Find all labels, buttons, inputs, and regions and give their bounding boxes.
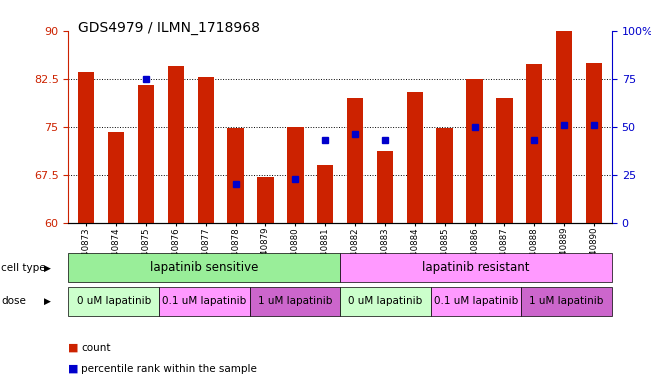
Bar: [347, 98, 363, 223]
Bar: [227, 128, 244, 223]
Bar: [407, 91, 423, 223]
Bar: [78, 72, 94, 223]
Bar: [257, 177, 273, 223]
Text: 0.1 uM lapatinib: 0.1 uM lapatinib: [162, 296, 246, 306]
Bar: [556, 0, 572, 223]
Text: 0.1 uM lapatinib: 0.1 uM lapatinib: [434, 296, 518, 306]
Text: 0 uM lapatinib: 0 uM lapatinib: [348, 296, 422, 306]
Text: ▶: ▶: [44, 263, 51, 273]
Bar: [317, 165, 333, 223]
Bar: [68, 287, 159, 316]
Bar: [377, 151, 393, 223]
Bar: [526, 64, 542, 223]
Text: cell type: cell type: [1, 263, 46, 273]
Bar: [340, 287, 431, 316]
Text: ■: ■: [68, 343, 79, 353]
Bar: [197, 77, 214, 223]
Bar: [340, 253, 612, 282]
Text: 1 uM lapatinib: 1 uM lapatinib: [258, 296, 332, 306]
Text: ▶: ▶: [44, 297, 51, 306]
Bar: [249, 287, 340, 316]
Bar: [68, 253, 340, 282]
Bar: [168, 66, 184, 223]
Text: ■: ■: [68, 364, 79, 374]
Bar: [466, 79, 483, 223]
Text: GDS4979 / ILMN_1718968: GDS4979 / ILMN_1718968: [78, 21, 260, 35]
Text: lapatinib sensitive: lapatinib sensitive: [150, 262, 258, 274]
Bar: [586, 63, 602, 223]
Bar: [108, 132, 124, 223]
Bar: [159, 287, 249, 316]
Bar: [436, 128, 453, 223]
Bar: [138, 85, 154, 223]
Text: lapatinib resistant: lapatinib resistant: [422, 262, 530, 274]
Text: 1 uM lapatinib: 1 uM lapatinib: [529, 296, 604, 306]
Bar: [496, 98, 512, 223]
Bar: [287, 127, 303, 223]
Text: percentile rank within the sample: percentile rank within the sample: [81, 364, 257, 374]
Text: count: count: [81, 343, 111, 353]
Bar: [521, 287, 612, 316]
Bar: [431, 287, 521, 316]
Text: dose: dose: [1, 296, 26, 306]
Text: 0 uM lapatinib: 0 uM lapatinib: [77, 296, 151, 306]
